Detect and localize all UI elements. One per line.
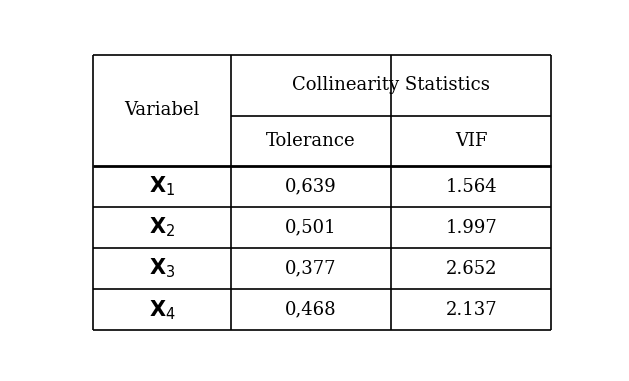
Text: 1.997: 1.997 [445, 219, 497, 237]
Text: Collinearity Statistics: Collinearity Statistics [292, 76, 490, 94]
Text: 0,377: 0,377 [285, 260, 337, 278]
Text: Tolerance: Tolerance [266, 132, 356, 150]
Text: Variabel: Variabel [125, 101, 199, 119]
Text: 0,639: 0,639 [285, 178, 337, 195]
Text: 2.137: 2.137 [445, 301, 497, 319]
Text: $\mathbf{X}_4$: $\mathbf{X}_4$ [148, 298, 175, 322]
Text: 0,501: 0,501 [285, 219, 337, 237]
Text: VIF: VIF [455, 132, 487, 150]
Text: 1.564: 1.564 [445, 178, 497, 195]
Text: $\mathbf{X}_3$: $\mathbf{X}_3$ [149, 257, 175, 280]
Text: $\mathbf{X}_2$: $\mathbf{X}_2$ [149, 216, 175, 239]
Text: $\mathbf{X}_1$: $\mathbf{X}_1$ [149, 175, 175, 199]
Text: 2.652: 2.652 [445, 260, 497, 278]
Text: 0,468: 0,468 [285, 301, 337, 319]
